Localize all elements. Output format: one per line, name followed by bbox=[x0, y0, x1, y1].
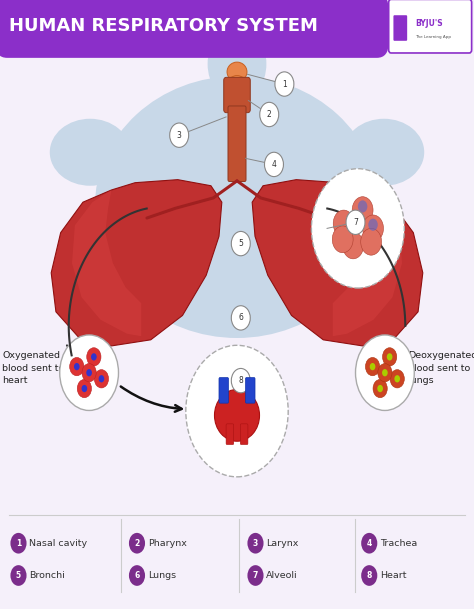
Circle shape bbox=[129, 533, 145, 554]
Ellipse shape bbox=[228, 76, 246, 93]
FancyBboxPatch shape bbox=[393, 15, 407, 41]
Ellipse shape bbox=[214, 390, 259, 441]
Text: 3: 3 bbox=[177, 131, 182, 139]
Circle shape bbox=[361, 533, 377, 554]
Circle shape bbox=[208, 26, 266, 102]
Polygon shape bbox=[333, 190, 402, 336]
Circle shape bbox=[247, 565, 264, 586]
Text: 6: 6 bbox=[238, 314, 243, 322]
Circle shape bbox=[377, 385, 383, 392]
Text: Heart: Heart bbox=[380, 571, 407, 580]
Circle shape bbox=[10, 565, 27, 586]
FancyBboxPatch shape bbox=[219, 378, 228, 403]
Circle shape bbox=[247, 533, 264, 554]
Ellipse shape bbox=[227, 62, 247, 82]
Text: 5: 5 bbox=[238, 239, 243, 248]
Circle shape bbox=[394, 375, 400, 382]
Circle shape bbox=[264, 152, 283, 177]
Circle shape bbox=[373, 379, 387, 398]
Circle shape bbox=[186, 345, 288, 477]
Circle shape bbox=[356, 335, 414, 410]
Circle shape bbox=[231, 306, 250, 330]
Polygon shape bbox=[252, 180, 423, 346]
Circle shape bbox=[260, 102, 279, 127]
Text: 1: 1 bbox=[282, 80, 287, 88]
Circle shape bbox=[86, 369, 92, 376]
Circle shape bbox=[77, 379, 91, 398]
Ellipse shape bbox=[344, 119, 424, 186]
Polygon shape bbox=[51, 180, 222, 346]
Text: 5: 5 bbox=[16, 571, 21, 580]
Text: Larynx: Larynx bbox=[266, 539, 299, 547]
Circle shape bbox=[365, 357, 380, 376]
Circle shape bbox=[60, 335, 118, 410]
Text: 4: 4 bbox=[366, 539, 372, 547]
Text: 8: 8 bbox=[366, 571, 372, 580]
Circle shape bbox=[332, 226, 353, 253]
Polygon shape bbox=[72, 190, 141, 336]
Circle shape bbox=[378, 364, 392, 382]
Circle shape bbox=[343, 232, 364, 259]
Text: 7: 7 bbox=[353, 218, 358, 227]
Text: 2: 2 bbox=[134, 539, 140, 547]
Circle shape bbox=[82, 364, 96, 382]
Circle shape bbox=[361, 565, 377, 586]
Circle shape bbox=[275, 72, 294, 96]
Circle shape bbox=[91, 353, 97, 361]
Text: Oxygenated
blood sent to
heart: Oxygenated blood sent to heart bbox=[2, 351, 64, 385]
Circle shape bbox=[82, 385, 87, 392]
Circle shape bbox=[94, 370, 109, 388]
FancyBboxPatch shape bbox=[0, 0, 389, 58]
Circle shape bbox=[363, 215, 383, 242]
FancyBboxPatch shape bbox=[220, 74, 254, 100]
Text: Lungs: Lungs bbox=[148, 571, 176, 580]
Text: 2: 2 bbox=[267, 110, 272, 119]
Text: 7: 7 bbox=[253, 571, 258, 580]
Circle shape bbox=[87, 348, 101, 366]
Circle shape bbox=[231, 231, 250, 256]
Text: BYJU'S: BYJU'S bbox=[415, 19, 442, 28]
Circle shape bbox=[352, 197, 373, 224]
Text: 3: 3 bbox=[253, 539, 258, 547]
Circle shape bbox=[387, 353, 392, 361]
Ellipse shape bbox=[50, 119, 130, 186]
Text: 1: 1 bbox=[16, 539, 21, 547]
Circle shape bbox=[390, 370, 404, 388]
Text: Bronchi: Bronchi bbox=[29, 571, 65, 580]
Circle shape bbox=[358, 200, 367, 213]
FancyBboxPatch shape bbox=[224, 77, 250, 113]
Circle shape bbox=[382, 369, 388, 376]
Ellipse shape bbox=[95, 76, 379, 338]
Circle shape bbox=[170, 123, 189, 147]
Text: Alveoli: Alveoli bbox=[266, 571, 298, 580]
Circle shape bbox=[346, 210, 365, 234]
FancyBboxPatch shape bbox=[246, 378, 255, 403]
FancyBboxPatch shape bbox=[240, 424, 248, 445]
Circle shape bbox=[361, 228, 382, 255]
Circle shape bbox=[74, 363, 80, 370]
Circle shape bbox=[311, 169, 404, 288]
Text: HUMAN RESPIRATORY SYSTEM: HUMAN RESPIRATORY SYSTEM bbox=[9, 16, 319, 35]
Text: The Learning App: The Learning App bbox=[415, 35, 451, 38]
Circle shape bbox=[70, 357, 84, 376]
Text: Trachea: Trachea bbox=[380, 539, 418, 547]
Text: 6: 6 bbox=[134, 571, 140, 580]
FancyBboxPatch shape bbox=[228, 106, 246, 181]
Circle shape bbox=[370, 363, 375, 370]
FancyBboxPatch shape bbox=[226, 424, 234, 445]
Text: Nasal cavity: Nasal cavity bbox=[29, 539, 88, 547]
Circle shape bbox=[333, 210, 354, 237]
Text: 8: 8 bbox=[238, 376, 243, 385]
Text: Pharynx: Pharynx bbox=[148, 539, 187, 547]
Circle shape bbox=[99, 375, 104, 382]
Text: Deoxygenated
blood sent to
lungs: Deoxygenated blood sent to lungs bbox=[408, 351, 474, 385]
Text: 4: 4 bbox=[272, 160, 276, 169]
Circle shape bbox=[129, 565, 145, 586]
Circle shape bbox=[368, 219, 378, 231]
Circle shape bbox=[10, 533, 27, 554]
FancyBboxPatch shape bbox=[389, 0, 472, 53]
Circle shape bbox=[383, 348, 397, 366]
Circle shape bbox=[231, 368, 250, 393]
